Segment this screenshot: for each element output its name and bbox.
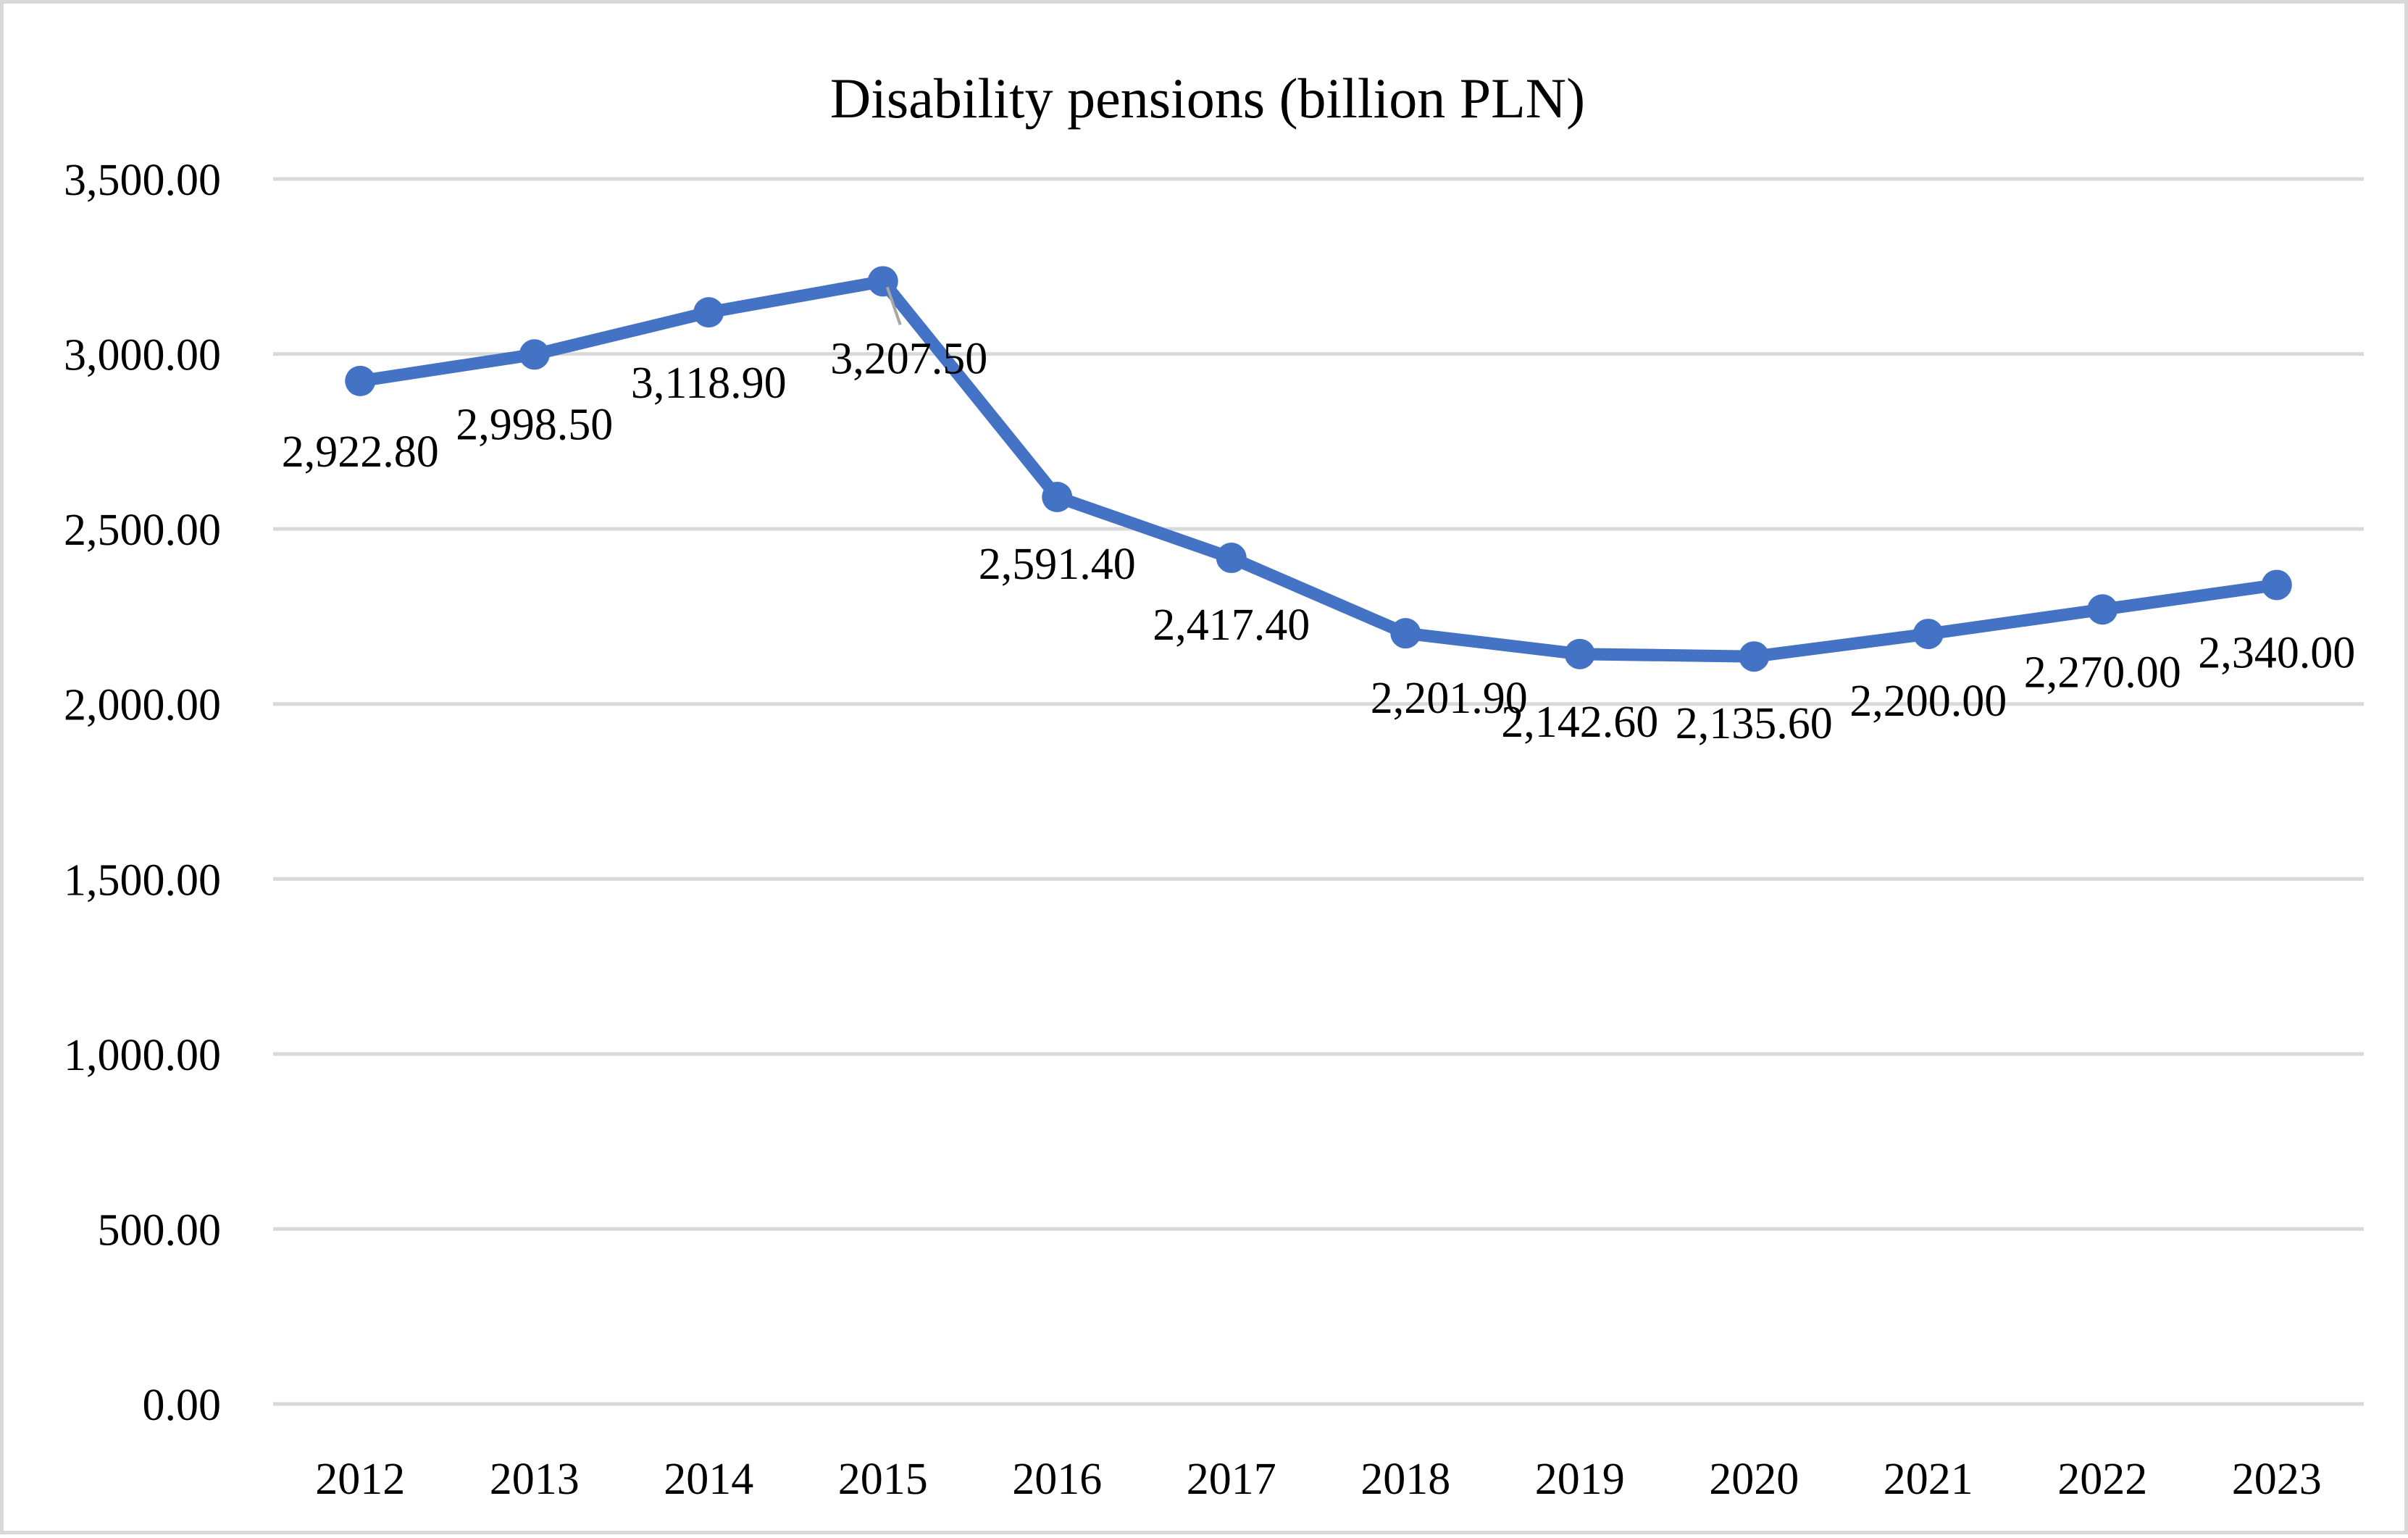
data-label: 2,922.80: [282, 427, 439, 477]
y-tick-label: 1,000.00: [64, 1031, 221, 1080]
x-tick-label: 2014: [664, 1455, 753, 1504]
data-point: [519, 339, 550, 370]
y-tick-label: 500.00: [98, 1205, 222, 1255]
data-point: [867, 266, 898, 297]
x-tick-label: 2013: [490, 1455, 580, 1504]
data-point: [1739, 641, 1770, 672]
y-tick-label: 3,500.00: [64, 156, 221, 205]
y-tick-label: 3,000.00: [64, 331, 221, 380]
data-label: 3,118.90: [631, 359, 787, 408]
x-tick-label: 2020: [1709, 1455, 1799, 1504]
data-point: [1216, 543, 1247, 574]
data-point: [693, 297, 724, 328]
x-tick-label: 2022: [2057, 1455, 2147, 1504]
data-label: 2,201.90: [1371, 674, 1528, 723]
data-point: [1564, 638, 1595, 669]
y-tick-label: 2,000.00: [64, 681, 221, 730]
data-point: [345, 365, 376, 396]
data-label: 2,135.60: [1676, 699, 1833, 748]
y-tick-label: 1,500.00: [64, 856, 221, 905]
data-label: 3,207.50: [830, 334, 987, 383]
line-chart: Disability pensions (billion PLN) 0.00 50…: [64, 67, 2364, 1504]
x-tick-label: 2023: [2232, 1455, 2322, 1504]
data-point: [2261, 569, 2292, 601]
y-axis-tick-labels: 0.00 500.00 1,000.00 1,500.00 2,000.00 2,500.…: [64, 156, 221, 1430]
series-line: [354, 275, 2283, 663]
x-tick-label: 2015: [838, 1455, 928, 1504]
data-label: 2,270.00: [2024, 648, 2181, 697]
x-tick-label: 2017: [1187, 1455, 1276, 1504]
x-tick-label: 2018: [1360, 1455, 1450, 1504]
data-label: 2,340.00: [2198, 628, 2355, 677]
data-label: 2,200.00: [1849, 677, 2007, 726]
x-tick-label: 2016: [1012, 1455, 1102, 1504]
x-tick-label: 2012: [315, 1455, 405, 1504]
data-point: [1390, 618, 1421, 649]
data-label-leader-line: [885, 286, 902, 325]
x-tick-label: 2019: [1535, 1455, 1625, 1504]
data-labels: 2,922.80 2,998.50 3,118.90 3,207.50 2,591.40…: [282, 286, 2355, 748]
chart-title: Disability pensions (billion PLN): [830, 67, 1585, 130]
x-axis-tick-labels: 2012 2013 2014 2015 2016 2017 2018 2019 2020 2021…: [315, 1455, 2322, 1504]
y-tick-label: 2,500.00: [64, 506, 221, 555]
series-line-path: [354, 275, 2283, 663]
data-point: [1042, 481, 1073, 512]
data-point: [2087, 594, 2118, 625]
data-label: 2,142.60: [1501, 698, 1658, 747]
data-point: [1912, 619, 1944, 650]
data-label: 2,591.40: [979, 540, 1136, 589]
series-markers: [345, 266, 2292, 672]
data-label: 2,417.40: [1153, 601, 1310, 650]
gridlines: [273, 177, 2364, 1406]
x-tick-label: 2021: [1884, 1455, 1973, 1504]
y-tick-label: 0.00: [143, 1381, 222, 1430]
data-label: 2,998.50: [456, 400, 613, 449]
